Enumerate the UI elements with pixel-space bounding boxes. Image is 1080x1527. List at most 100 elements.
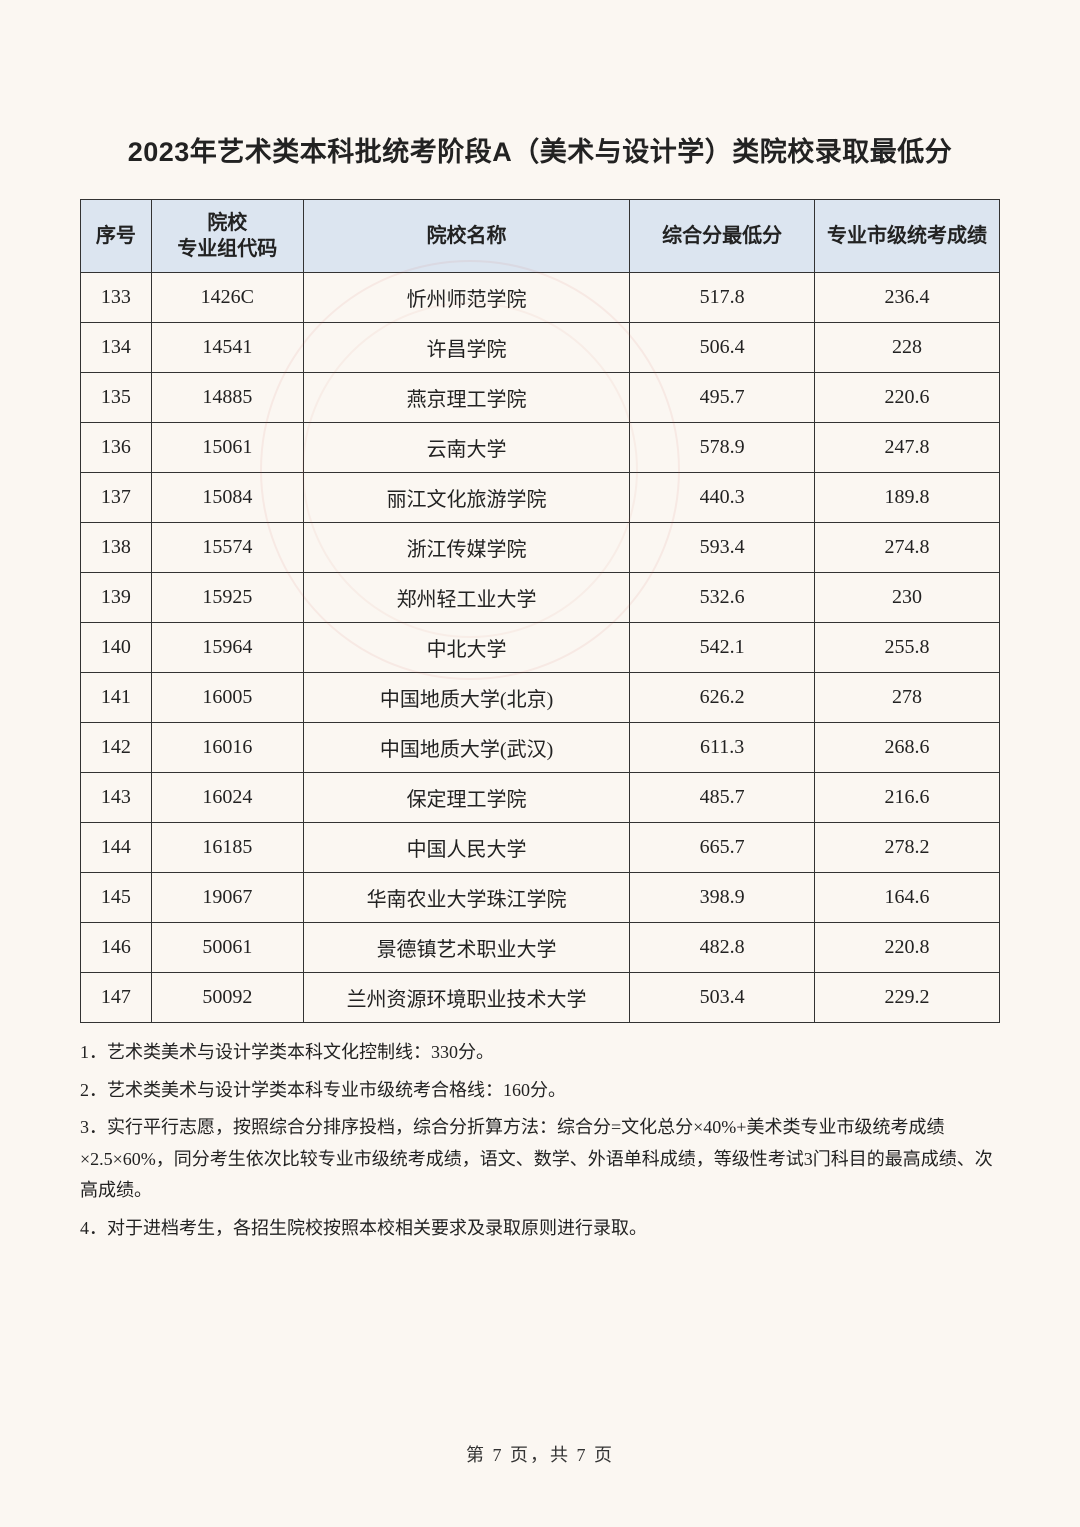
cell-index: 136 bbox=[81, 423, 152, 473]
cell-code: 19067 bbox=[151, 873, 303, 923]
cell-index: 142 bbox=[81, 723, 152, 773]
col-header-index: 序号 bbox=[81, 200, 152, 273]
cell-index: 144 bbox=[81, 823, 152, 873]
footnote-item: 3．实行平行志愿，按照综合分排序投档，综合分折算方法：综合分=文化总分×40%+… bbox=[80, 1112, 1000, 1207]
cell-code: 14885 bbox=[151, 373, 303, 423]
cell-score: 517.8 bbox=[630, 273, 815, 323]
cell-score: 665.7 bbox=[630, 823, 815, 873]
cell-code: 15084 bbox=[151, 473, 303, 523]
cell-code: 50061 bbox=[151, 923, 303, 973]
cell-code: 15964 bbox=[151, 623, 303, 673]
page-footer: 第 7 页，共 7 页 bbox=[0, 1441, 1080, 1467]
cell-index: 141 bbox=[81, 673, 152, 723]
table-row: 1331426C忻州师范学院517.8236.4 bbox=[81, 273, 1000, 323]
table-row: 14416185中国人民大学665.7278.2 bbox=[81, 823, 1000, 873]
table-row: 13815574浙江传媒学院593.4274.8 bbox=[81, 523, 1000, 573]
cell-code: 15574 bbox=[151, 523, 303, 573]
cell-index: 137 bbox=[81, 473, 152, 523]
col-header-name: 院校名称 bbox=[303, 200, 629, 273]
cell-school: 景德镇艺术职业大学 bbox=[303, 923, 629, 973]
cell-index: 140 bbox=[81, 623, 152, 673]
cell-code: 16016 bbox=[151, 723, 303, 773]
cell-score: 593.4 bbox=[630, 523, 815, 573]
cell-score: 485.7 bbox=[630, 773, 815, 823]
cell-prof: 228 bbox=[815, 323, 1000, 373]
table-row: 14316024保定理工学院485.7216.6 bbox=[81, 773, 1000, 823]
cell-code: 1426C bbox=[151, 273, 303, 323]
cell-school: 忻州师范学院 bbox=[303, 273, 629, 323]
cell-index: 145 bbox=[81, 873, 152, 923]
col-header-prof: 专业市级统考成绩 bbox=[815, 200, 1000, 273]
cell-score: 482.8 bbox=[630, 923, 815, 973]
cell-score: 611.3 bbox=[630, 723, 815, 773]
cell-index: 146 bbox=[81, 923, 152, 973]
table-row: 14650061景德镇艺术职业大学482.8220.8 bbox=[81, 923, 1000, 973]
cell-index: 133 bbox=[81, 273, 152, 323]
table-row: 14216016中国地质大学(武汉)611.3268.6 bbox=[81, 723, 1000, 773]
cell-index: 134 bbox=[81, 323, 152, 373]
cell-index: 138 bbox=[81, 523, 152, 573]
footnote-item: 1．艺术类美术与设计学类本科文化控制线：330分。 bbox=[80, 1037, 1000, 1069]
cell-school: 华南农业大学珠江学院 bbox=[303, 873, 629, 923]
cell-score: 398.9 bbox=[630, 873, 815, 923]
table-row: 13514885燕京理工学院495.7220.6 bbox=[81, 373, 1000, 423]
cell-school: 丽江文化旅游学院 bbox=[303, 473, 629, 523]
cell-code: 50092 bbox=[151, 973, 303, 1023]
table-header: 序号 院校 专业组代码 院校名称 综合分最低分 专业市级统考成绩 bbox=[81, 200, 1000, 273]
cell-prof: 236.4 bbox=[815, 273, 1000, 323]
cell-score: 495.7 bbox=[630, 373, 815, 423]
table-body: 1331426C忻州师范学院517.8236.413414541许昌学院506.… bbox=[81, 273, 1000, 1023]
table-row: 14116005中国地质大学(北京)626.2278 bbox=[81, 673, 1000, 723]
table-row: 14015964中北大学542.1255.8 bbox=[81, 623, 1000, 673]
cell-school: 中国人民大学 bbox=[303, 823, 629, 873]
cell-score: 532.6 bbox=[630, 573, 815, 623]
admission-score-table: 序号 院校 专业组代码 院校名称 综合分最低分 专业市级统考成绩 1331426… bbox=[80, 199, 1000, 1023]
footnote-item: 4．对于进档考生，各招生院校按照本校相关要求及录取原则进行录取。 bbox=[80, 1213, 1000, 1245]
cell-school: 兰州资源环境职业技术大学 bbox=[303, 973, 629, 1023]
cell-code: 16024 bbox=[151, 773, 303, 823]
cell-school: 燕京理工学院 bbox=[303, 373, 629, 423]
cell-code: 15061 bbox=[151, 423, 303, 473]
cell-index: 147 bbox=[81, 973, 152, 1023]
cell-code: 14541 bbox=[151, 323, 303, 373]
cell-score: 503.4 bbox=[630, 973, 815, 1023]
cell-score: 626.2 bbox=[630, 673, 815, 723]
page-title: 2023年艺术类本科批统考阶段A（美术与设计学）类院校录取最低分 bbox=[80, 130, 1000, 169]
cell-prof: 278 bbox=[815, 673, 1000, 723]
table-row: 13615061云南大学578.9247.8 bbox=[81, 423, 1000, 473]
cell-prof: 274.8 bbox=[815, 523, 1000, 573]
page-container: 2023年艺术类本科批统考阶段A（美术与设计学）类院校录取最低分 序号 院校 专… bbox=[0, 0, 1080, 1244]
cell-school: 许昌学院 bbox=[303, 323, 629, 373]
table-row: 13915925郑州轻工业大学532.6230 bbox=[81, 573, 1000, 623]
cell-index: 135 bbox=[81, 373, 152, 423]
col-header-code-text: 院校 专业组代码 bbox=[158, 210, 297, 262]
cell-school: 中北大学 bbox=[303, 623, 629, 673]
cell-index: 143 bbox=[81, 773, 152, 823]
cell-school: 中国地质大学(北京) bbox=[303, 673, 629, 723]
col-header-code: 院校 专业组代码 bbox=[151, 200, 303, 273]
cell-prof: 230 bbox=[815, 573, 1000, 623]
table-row: 13414541许昌学院506.4228 bbox=[81, 323, 1000, 373]
cell-score: 578.9 bbox=[630, 423, 815, 473]
cell-index: 139 bbox=[81, 573, 152, 623]
cell-code: 16005 bbox=[151, 673, 303, 723]
cell-prof: 220.8 bbox=[815, 923, 1000, 973]
table-row: 14519067华南农业大学珠江学院398.9164.6 bbox=[81, 873, 1000, 923]
cell-school: 云南大学 bbox=[303, 423, 629, 473]
cell-prof: 268.6 bbox=[815, 723, 1000, 773]
cell-prof: 255.8 bbox=[815, 623, 1000, 673]
cell-score: 440.3 bbox=[630, 473, 815, 523]
cell-code: 16185 bbox=[151, 823, 303, 873]
table-row: 13715084丽江文化旅游学院440.3189.8 bbox=[81, 473, 1000, 523]
cell-prof: 189.8 bbox=[815, 473, 1000, 523]
cell-school: 保定理工学院 bbox=[303, 773, 629, 823]
cell-score: 506.4 bbox=[630, 323, 815, 373]
footnote-item: 2．艺术类美术与设计学类本科专业市级统考合格线：160分。 bbox=[80, 1075, 1000, 1107]
cell-school: 郑州轻工业大学 bbox=[303, 573, 629, 623]
footnotes: 1．艺术类美术与设计学类本科文化控制线：330分。 2．艺术类美术与设计学类本科专… bbox=[80, 1037, 1000, 1244]
cell-school: 中国地质大学(武汉) bbox=[303, 723, 629, 773]
cell-code: 15925 bbox=[151, 573, 303, 623]
cell-prof: 278.2 bbox=[815, 823, 1000, 873]
cell-prof: 247.8 bbox=[815, 423, 1000, 473]
cell-prof: 220.6 bbox=[815, 373, 1000, 423]
